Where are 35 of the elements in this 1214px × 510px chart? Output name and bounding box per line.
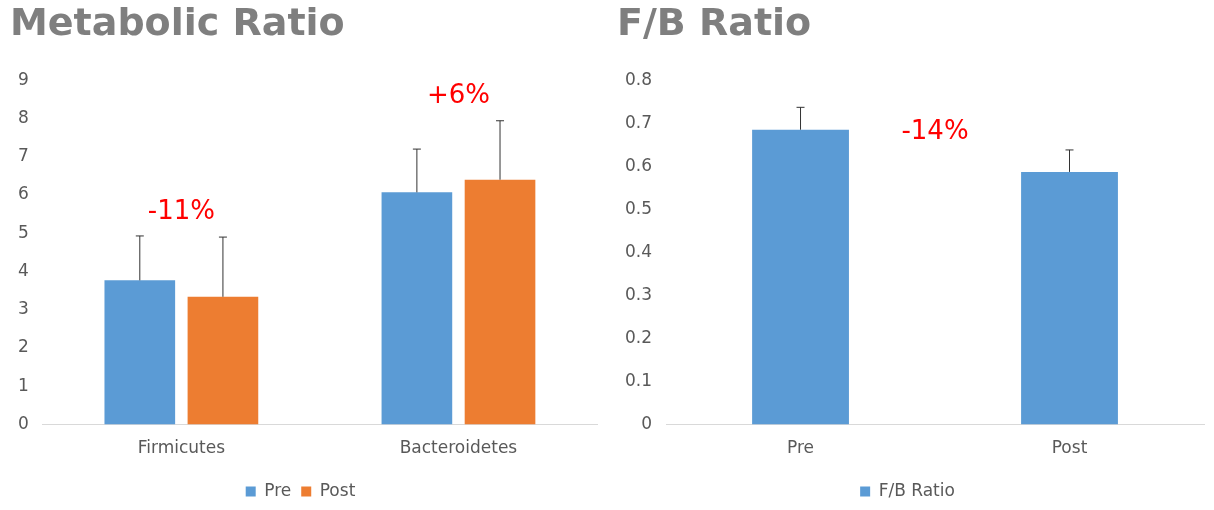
y-tick-label: 0.5 (624, 197, 653, 218)
x-tick-label: Firmicutes (137, 437, 226, 458)
bar (187, 296, 259, 425)
y-tick-label: 2 (17, 336, 29, 357)
y-tick-label: 9 (17, 68, 29, 89)
y-tick-label: 8 (17, 106, 29, 127)
y-tick-label: 6 (17, 183, 29, 204)
bar (464, 179, 536, 425)
bar (381, 192, 453, 425)
y-tick-label: 0.8 (624, 68, 653, 89)
y-tick-label: 0.2 (624, 326, 653, 347)
y-tick-label: 5 (17, 221, 29, 242)
y-tick-label: 4 (17, 259, 29, 280)
y-tick-label: 0 (641, 413, 653, 434)
annotation: +6% (426, 79, 490, 110)
x-tick-label: Pre (787, 437, 815, 458)
y-tick-label: 1 (17, 374, 29, 395)
annotation: -11% (147, 194, 215, 225)
y-tick-label: 0.7 (624, 111, 653, 132)
annotation: -14% (901, 114, 969, 145)
x-tick-label: Bacteroidetes (399, 437, 518, 458)
y-tick-label: 0.4 (624, 240, 653, 261)
legend-label: Pre (264, 479, 292, 500)
y-tick-label: 0.3 (624, 283, 653, 304)
y-tick-label: 3 (17, 298, 29, 319)
chart-title: F/B Ratio (617, 0, 812, 44)
bar (104, 280, 176, 425)
y-tick-label: 0 (17, 413, 29, 434)
y-tick-label: 0.1 (624, 369, 653, 390)
y-tick-label: 7 (17, 145, 29, 166)
legend-label: Post (319, 479, 356, 500)
x-tick-label: Post (1051, 437, 1088, 458)
y-tick-label: 0.6 (624, 154, 653, 175)
chart-title: Metabolic Ratio (10, 0, 345, 44)
legend-label: F/B Ratio (878, 479, 955, 500)
